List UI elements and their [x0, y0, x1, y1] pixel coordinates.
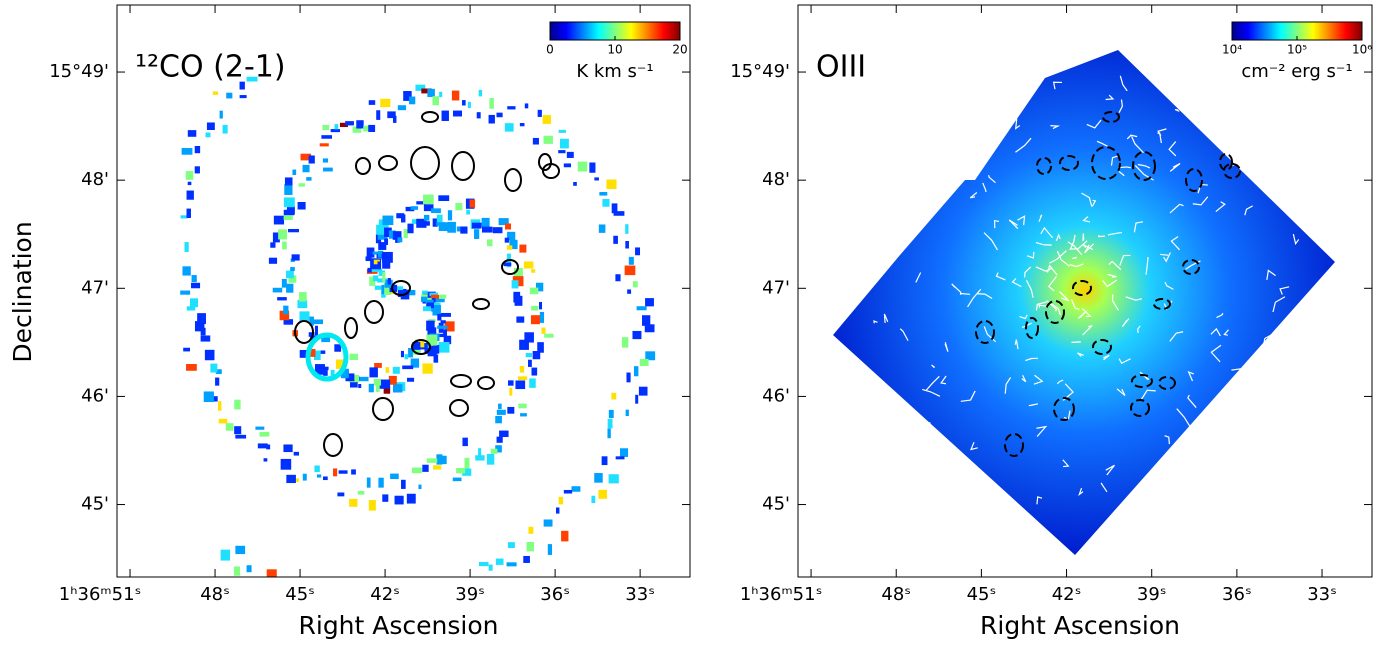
- axes-frame: [116, 4, 691, 578]
- x-tick-label: 45ˢ: [967, 584, 997, 605]
- y-tick-label: 48': [762, 169, 790, 190]
- x-tick-label: 48ˢ: [881, 584, 911, 605]
- x-tick-label: 42ˢ: [370, 584, 400, 605]
- colorbar-tick-label: 20: [672, 43, 687, 57]
- y-tick-label: 45': [81, 494, 109, 515]
- colorbar-tick-label: 10: [607, 43, 622, 57]
- co-map: [180, 76, 656, 578]
- colorbar-tick-label: 10⁵: [1287, 43, 1307, 57]
- x-tick-label: 1ʰ36ᵐ51ˢ: [59, 584, 141, 605]
- colorbar-tick-label: 10⁶: [1352, 43, 1372, 57]
- y-tick-label: 15°49': [730, 61, 790, 82]
- x-tick-label: 36ˢ: [1222, 584, 1252, 605]
- x-axis-title: Right Ascension: [980, 611, 1180, 640]
- colorbar-tick-label: 10⁴: [1222, 43, 1242, 57]
- panel-title: OIII: [816, 50, 866, 85]
- x-tick-label: 48ˢ: [200, 584, 230, 605]
- x-tick-label: 39ˢ: [1137, 584, 1167, 605]
- x-tick-label: 45ˢ: [285, 584, 315, 605]
- y-tick-label: 47': [762, 277, 790, 298]
- x-tick-label: 33ˢ: [625, 584, 655, 605]
- y-tick-label: 46': [81, 385, 109, 406]
- y-axis-title: Declination: [8, 221, 37, 362]
- colorbar-tick-label: 0: [546, 43, 554, 57]
- y-tick-label: 46': [762, 385, 790, 406]
- x-tick-label: 1ʰ36ᵐ51ˢ: [740, 584, 822, 605]
- axes-frame: [797, 4, 1373, 578]
- panel-title: ¹²CO (2-1): [135, 50, 286, 85]
- x-tick-label: 42ˢ: [1052, 584, 1082, 605]
- y-tick-label: 15°49': [49, 61, 109, 82]
- x-tick-label: 33ˢ: [1307, 584, 1337, 605]
- x-axis-title: Right Ascension: [299, 611, 499, 640]
- y-tick-label: 48': [81, 169, 109, 190]
- y-tick-label: 47': [81, 277, 109, 298]
- y-tick-label: 45': [762, 494, 790, 515]
- oiii-map: [833, 50, 1335, 555]
- colorbar-label: K km s⁻¹: [576, 61, 653, 82]
- x-tick-label: 36ˢ: [540, 584, 570, 605]
- x-tick-label: 39ˢ: [455, 584, 485, 605]
- colorbar-label: cm⁻² erg s⁻¹: [1241, 61, 1352, 82]
